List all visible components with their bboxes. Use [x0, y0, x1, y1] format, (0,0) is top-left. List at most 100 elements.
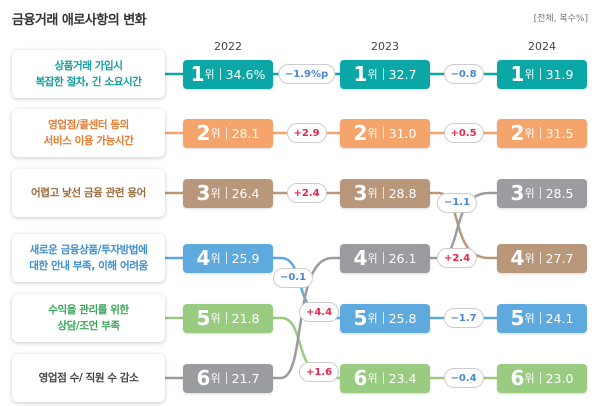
rank-number: 3 — [196, 181, 211, 205]
change-pill: −1.1 — [436, 192, 478, 213]
rank-number: 6 — [353, 366, 368, 390]
separator — [539, 252, 541, 264]
year-label: 2023 — [371, 40, 399, 53]
rank-badge: 6 위 23.0 — [497, 363, 587, 393]
rank-badge: 4 위 25.9 — [183, 243, 273, 273]
rank-suffix: 위 — [524, 252, 535, 265]
value-label: 28.8 — [388, 185, 417, 201]
rank-badge: 6 위 23.4 — [340, 363, 430, 393]
rank-badge: 2 위 28.1 — [183, 118, 273, 148]
change-pill: +0.5 — [443, 123, 484, 143]
rank-suffix: 위 — [367, 68, 378, 81]
rank-badge: 4 위 27.7 — [497, 243, 587, 273]
value-label: 24.1 — [545, 310, 574, 326]
rank-number: 3 — [510, 181, 525, 205]
rank-suffix: 위 — [367, 312, 378, 325]
item-label: 상품거래 가입시 복잡한 절차, 긴 소요시간 — [12, 50, 165, 98]
rank-suffix: 위 — [367, 127, 378, 140]
value-label: 32.7 — [388, 66, 417, 82]
rank-suffix: 위 — [210, 127, 221, 140]
rank-number: 4 — [353, 246, 368, 270]
separator — [225, 252, 227, 264]
rank-number: 4 — [510, 246, 525, 270]
rank-badge: 3 위 28.5 — [497, 178, 587, 208]
rank-number: 2 — [510, 121, 525, 145]
change-pill: −0.1 — [272, 267, 314, 288]
value-label: 25.8 — [388, 310, 417, 326]
rank-number: 2 — [196, 121, 211, 145]
rank-number: 5 — [510, 306, 525, 330]
change-pill: +4.4 — [298, 302, 340, 322]
year-label: 2024 — [528, 40, 556, 53]
rank-badge: 1 위 34.6% — [183, 59, 273, 89]
separator — [539, 127, 541, 139]
value-label: 31.0 — [388, 125, 417, 141]
rank-suffix: 위 — [524, 187, 535, 200]
separator — [382, 312, 384, 324]
value-label: 23.0 — [545, 370, 574, 386]
change-pill: −0.8 — [443, 64, 484, 84]
rank-number: 2 — [353, 121, 368, 145]
item-label: 영업점 수/ 직원 수 감소 — [12, 354, 165, 402]
year-label: 2022 — [214, 40, 242, 53]
rank-suffix: 위 — [367, 252, 378, 265]
value-label: 21.8 — [231, 310, 260, 326]
item-label: 영업점/콜센터 등의 서비스 이용 가능시간 — [12, 109, 165, 157]
value-label: 28.5 — [545, 185, 574, 201]
rank-badge: 5 위 21.8 — [183, 303, 273, 333]
change-pill: −1.9%p — [277, 64, 336, 84]
value-label: 23.4 — [388, 370, 417, 386]
rank-badge: 2 위 31.5 — [497, 118, 587, 148]
change-pill: +2.4 — [286, 183, 327, 203]
rank-number: 5 — [353, 306, 368, 330]
change-pill: −0.4 — [443, 368, 484, 388]
rank-number: 1 — [353, 62, 368, 86]
rank-number: 6 — [196, 366, 211, 390]
change-pill: −1.7 — [443, 308, 484, 328]
separator — [225, 127, 227, 139]
separator — [382, 127, 384, 139]
unit-label: [전체, 복수%] — [533, 14, 588, 24]
rank-badge: 5 위 24.1 — [497, 303, 587, 333]
value-label: 34.6% — [225, 66, 266, 82]
rank-suffix: 위 — [210, 312, 221, 325]
change-pill: +2.4 — [436, 248, 478, 268]
separator — [382, 187, 384, 199]
value-label: 31.9 — [545, 66, 574, 82]
value-label: 31.5 — [545, 125, 574, 141]
separator — [225, 372, 227, 384]
rank-suffix: 위 — [210, 187, 221, 200]
separator — [382, 252, 384, 264]
rank-number: 4 — [196, 246, 211, 270]
separator — [382, 68, 384, 80]
rank-badge: 1 위 32.7 — [340, 59, 430, 89]
rank-number: 5 — [196, 306, 211, 330]
separator — [225, 187, 227, 199]
change-pill: +2.9 — [286, 123, 327, 143]
rank-badge: 5 위 25.8 — [340, 303, 430, 333]
separator — [539, 68, 541, 80]
separator — [539, 187, 541, 199]
rank-number: 1 — [510, 62, 525, 86]
rank-badge: 3 위 26.4 — [183, 178, 273, 208]
rank-suffix: 위 — [204, 68, 215, 81]
item-label: 수익을 관리를 위한 상담/조언 부족 — [12, 294, 165, 342]
separator — [225, 312, 227, 324]
value-label: 27.7 — [545, 250, 574, 266]
rank-suffix: 위 — [367, 372, 378, 385]
rank-number: 6 — [510, 366, 525, 390]
item-label: 어렵고 낯선 금융 관련 용어 — [12, 169, 165, 217]
separator — [382, 372, 384, 384]
separator — [539, 312, 541, 324]
value-label: 26.1 — [388, 250, 417, 266]
rank-badge: 1 위 31.9 — [497, 59, 587, 89]
rank-suffix: 위 — [524, 127, 535, 140]
chart-title: 금융거래 애로사항의 변화 — [12, 13, 147, 28]
rank-badge: 3 위 28.8 — [340, 178, 430, 208]
value-label: 21.7 — [231, 370, 260, 386]
rank-badge: 6 위 21.7 — [183, 363, 273, 393]
separator — [539, 372, 541, 384]
change-pill: +1.6 — [298, 362, 340, 382]
value-label: 28.1 — [231, 125, 260, 141]
